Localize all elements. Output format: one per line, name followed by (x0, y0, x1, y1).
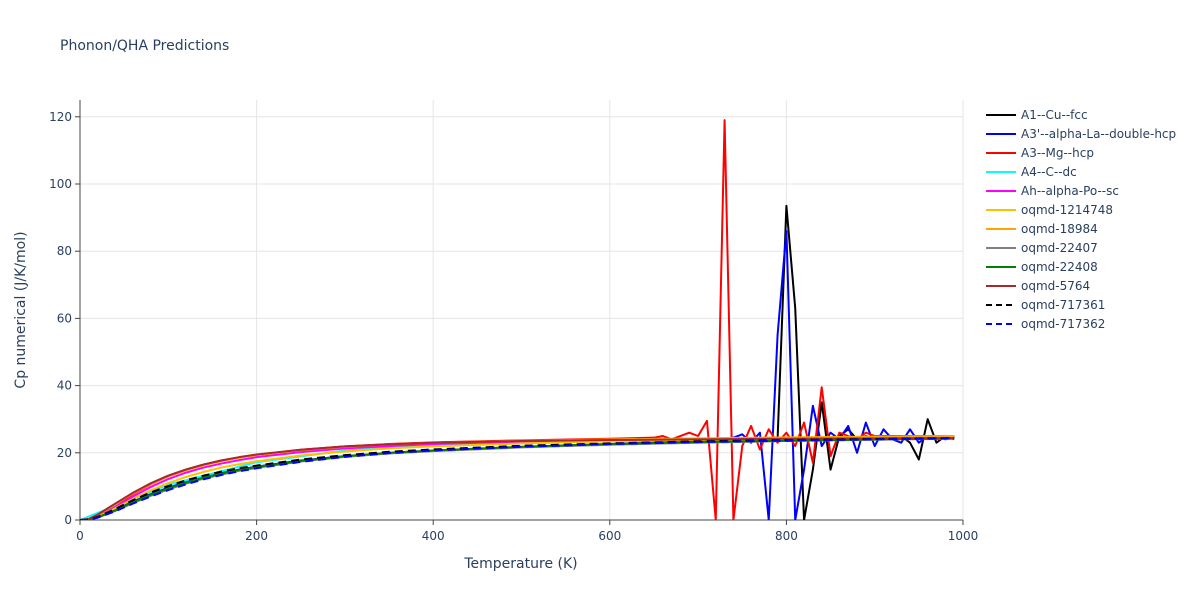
legend-item-oqmd-22408[interactable]: oqmd-22408 (986, 260, 1098, 274)
x-tick-label: 1000 (948, 529, 979, 543)
series-line-oqmd-717361 (80, 437, 955, 520)
x-tick-label: 400 (422, 529, 445, 543)
legend-item-a3-mg-hcp[interactable]: A3--Mg--hcp (986, 146, 1094, 160)
legend-label: A1--Cu--fcc (1021, 108, 1088, 122)
legend-label: oqmd-1214748 (1021, 203, 1113, 217)
legend-item-a3-alpha-la-double-hcp[interactable]: A3'--alpha-La--double-hcp (986, 127, 1176, 141)
legend-label: Ah--alpha-Po--sc (1021, 184, 1119, 198)
legend[interactable]: A1--Cu--fcc A3'--alpha-La--double-hcp A3--… (986, 108, 1176, 331)
legend-item-oqmd-717362[interactable]: oqmd-717362 (986, 317, 1105, 331)
y-tick-label: 100 (49, 177, 72, 191)
legend-label: A4--C--dc (1021, 165, 1077, 179)
series-line-oqmd-22408 (80, 437, 955, 520)
x-tick-label: 600 (598, 529, 621, 543)
x-tick-label: 0 (76, 529, 84, 543)
series-layer (80, 119, 955, 520)
legend-label: oqmd-5764 (1021, 279, 1090, 293)
legend-label: A3--Mg--hcp (1021, 146, 1094, 160)
y-tick-label: 60 (57, 311, 72, 325)
y-tick-label: 0 (64, 513, 72, 527)
legend-item-oqmd-18984[interactable]: oqmd-18984 (986, 222, 1098, 236)
legend-label: oqmd-717362 (1021, 317, 1105, 331)
legend-item-oqmd-5764[interactable]: oqmd-5764 (986, 279, 1090, 293)
legend-item-oqmd-717361[interactable]: oqmd-717361 (986, 298, 1105, 312)
legend-label: oqmd-22407 (1021, 241, 1098, 255)
series-line-ah-alpha-po-sc (80, 437, 955, 520)
legend-label: oqmd-18984 (1021, 222, 1098, 236)
y-tick-label: 40 (57, 379, 72, 393)
legend-label: A3'--alpha-La--double-hcp (1021, 127, 1176, 141)
y-tick-label: 20 (57, 446, 72, 460)
legend-item-a4-c-dc[interactable]: A4--C--dc (986, 165, 1077, 179)
grid-layer (80, 100, 964, 520)
series-line-oqmd-5764 (80, 437, 955, 520)
x-tick-label: 200 (245, 529, 268, 543)
legend-label: oqmd-717361 (1021, 298, 1105, 312)
axes-layer: 0 200 400 600 800 1000 0 20 40 60 80 100 120 (49, 100, 978, 543)
series-line-a3-mg-hcp (80, 119, 955, 520)
series-line-oqmd-22407 (80, 437, 955, 520)
series-line-oqmd-717362 (80, 437, 955, 520)
series-line-a4-c-dc (80, 436, 955, 520)
legend-item-ah-alpha-po-sc[interactable]: Ah--alpha-Po--sc (986, 184, 1119, 198)
legend-item-a1-cu-fcc[interactable]: A1--Cu--fcc (986, 108, 1088, 122)
chart-title: Phonon/QHA Predictions (60, 38, 229, 54)
legend-item-oqmd-22407[interactable]: oqmd-22407 (986, 241, 1098, 255)
series-line-oqmd-1214748 (80, 436, 955, 520)
y-tick-label: 120 (49, 110, 72, 124)
x-tick-label: 800 (775, 529, 798, 543)
y-tick-label: 80 (57, 244, 72, 258)
legend-label: oqmd-22408 (1021, 260, 1098, 274)
legend-item-oqmd-1214748[interactable]: oqmd-1214748 (986, 203, 1113, 217)
x-axis-title: Temperature (K) (463, 556, 577, 572)
y-axis-title: Cp numerical (J/K/mol) (13, 231, 29, 388)
